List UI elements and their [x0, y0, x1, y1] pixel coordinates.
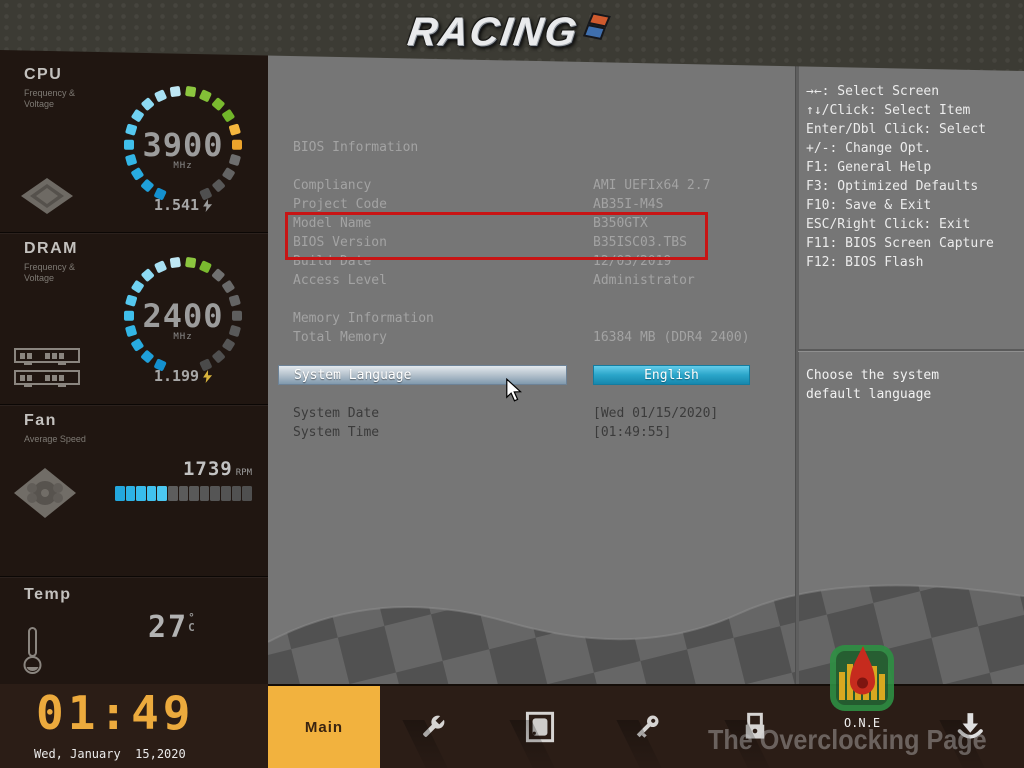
bottom-navigation: Main	[268, 684, 1024, 768]
dram-frequency-gauge	[123, 257, 243, 371]
one-label: O.N.E	[843, 716, 881, 730]
cpu-frequency-unit: MHz	[173, 161, 193, 171]
help-line: +/-: Change Opt.	[806, 141, 932, 156]
sidebar-divider	[0, 232, 268, 234]
fan-bar-segment	[220, 486, 231, 501]
memory-information-header: Memory Information	[293, 311, 434, 326]
help-line: F1: General Help	[806, 160, 932, 175]
wrench-icon	[423, 715, 445, 737]
cpu-chip-icon	[21, 178, 73, 214]
tab-boot[interactable]	[725, 686, 785, 768]
clock-time: 01:49	[36, 686, 195, 740]
sidebar-divider	[0, 404, 268, 406]
fan-section-subtitle: Average Speed	[24, 434, 86, 444]
cpu-voltage: 1.541	[118, 196, 248, 214]
cpu-section-title: CPU	[24, 66, 63, 83]
fan-bar-segment	[157, 486, 167, 501]
dram-frequency-value: 2400	[142, 297, 224, 335]
info-row: BIOS Version B35ISC03.TBS	[293, 235, 687, 250]
bios-information-header: BIOS Information	[293, 140, 419, 155]
help-line: F12: BIOS Flash	[806, 255, 924, 270]
clock-date: Wed, January 15,2020	[34, 747, 186, 761]
main-settings-panel: BIOS Information Compliancy AMI UEFIx64 2…	[268, 0, 795, 684]
fan-bar-segment	[178, 486, 189, 501]
dram-voltage: 1.199	[118, 367, 248, 385]
dram-frequency-unit: MHz	[173, 332, 193, 342]
info-row: Model Name B350GTX	[293, 216, 648, 231]
temp-value: 27°C	[148, 610, 200, 645]
info-row[interactable]: System Date [Wed 01/15/2020]	[293, 406, 719, 421]
sidebar-divider	[0, 576, 268, 578]
dram-section-subtitle: Frequency & Voltage	[24, 262, 76, 283]
mouse-cursor	[506, 378, 522, 402]
help-panel-divider	[798, 349, 1024, 352]
fan-bar-segment	[136, 486, 146, 501]
fan-icon	[14, 468, 76, 518]
temp-section-title: Temp	[24, 586, 72, 603]
key-icon	[636, 715, 659, 738]
chipset-icon	[525, 711, 555, 743]
tab-advanced[interactable]	[403, 686, 463, 768]
red-highlight-box	[285, 212, 708, 260]
thermometer-icon	[23, 627, 42, 674]
bios-info-rows: Compliancy AMI UEFIx64 2.7 Project Code AB3…	[268, 178, 795, 292]
racing-logo-text: RACING	[405, 10, 582, 54]
checkered-flag-icon	[582, 11, 611, 40]
temp-unit: °C	[188, 611, 197, 634]
info-row: Compliancy AMI UEFIx64 2.7	[293, 178, 711, 193]
help-line: F10: Save & Exit	[806, 198, 932, 213]
fan-bar-segment	[115, 486, 125, 501]
tab-chipset[interactable]	[510, 686, 570, 768]
dram-section-title: DRAM	[24, 240, 78, 257]
fan-bar-segment	[242, 486, 252, 501]
fan-bar-segment	[210, 486, 220, 501]
info-row: Access Level Administrator	[293, 273, 695, 288]
datetime-rows: System Date [Wed 01/15/2020] System Time [0…	[268, 406, 795, 444]
memory-info-rows: Total Memory 16384 MB (DDR4 2400)	[268, 330, 795, 349]
key-help-panel: →←: Select Screen ↑↓/Click: Select Item En…	[806, 82, 1018, 272]
fan-speed-bar	[115, 486, 255, 501]
fan-bar-segment	[167, 486, 178, 501]
help-line: F3: Optimized Defaults	[806, 179, 979, 194]
fan-bar-segment	[189, 486, 199, 501]
fan-bar-segment	[125, 486, 136, 501]
one-icon[interactable]	[827, 642, 897, 714]
fan-bar-segment	[146, 486, 157, 501]
info-row: Total Memory 16384 MB (DDR4 2400)	[293, 330, 750, 345]
ram-sticks-icon	[14, 348, 80, 387]
cpu-section-subtitle: Frequency & Voltage	[24, 88, 76, 109]
item-description: Choose the system default language	[806, 368, 940, 402]
system-language-value-button[interactable]: English	[593, 365, 750, 385]
hardware-monitor-sidebar: CPU Frequency & Voltage 3900 MHz 1.541 D…	[0, 0, 268, 768]
system-language-row[interactable]: System Language	[278, 365, 567, 385]
fan-section-title: Fan	[24, 412, 57, 429]
fan-bar-segment	[199, 486, 210, 501]
info-row[interactable]: System Time [01:49:55]	[293, 425, 672, 440]
tab-save-exit[interactable]	[940, 686, 1000, 768]
fan-speed-value: 1739 RPM	[182, 458, 252, 480]
tab-security[interactable]	[617, 686, 677, 768]
help-line: ↑↓/Click: Select Item	[806, 103, 971, 118]
cpu-frequency-value: 3900	[142, 126, 224, 164]
info-row: Project Code AB35I-M4S	[293, 197, 664, 212]
clock-panel: 01:49 Wed, January 15,2020	[0, 684, 268, 768]
help-line: Enter/Dbl Click: Select	[806, 122, 987, 137]
panel-separator	[795, 62, 799, 684]
help-line: F11: BIOS Screen Capture	[806, 236, 994, 251]
voltage-bolt-icon	[203, 370, 213, 383]
help-line: ESC/Right Click: Exit	[806, 217, 971, 232]
watermark-text: The Overclocking Page	[708, 724, 987, 755]
tab-main[interactable]: Main	[268, 686, 380, 768]
fan-bar-segment	[231, 486, 242, 501]
voltage-bolt-icon	[203, 199, 213, 212]
cpu-frequency-gauge	[123, 86, 243, 200]
racing-logo: RACING	[405, 10, 616, 55]
help-line: →←: Select Screen	[806, 84, 940, 99]
